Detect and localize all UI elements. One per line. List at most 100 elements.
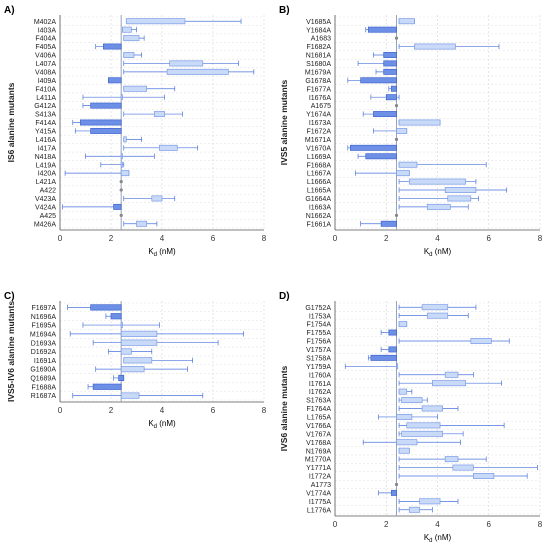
box xyxy=(391,489,397,496)
x-tick-label: 6 xyxy=(211,406,216,415)
category-label: A425 xyxy=(40,213,56,220)
category-label: N1662A xyxy=(306,213,332,220)
box xyxy=(123,85,148,92)
category-label: F1764A xyxy=(306,406,331,413)
category-label: F1695A xyxy=(31,323,56,330)
box xyxy=(444,371,459,378)
category-label: G1752A xyxy=(305,305,331,312)
category-label: Y415A xyxy=(35,129,56,136)
category-label: F1668A xyxy=(306,162,331,169)
category-label: I1761A xyxy=(309,381,332,388)
panel-label: B) xyxy=(279,5,290,16)
box xyxy=(122,26,132,33)
category-label: I403A xyxy=(38,27,57,34)
box xyxy=(123,136,127,143)
category-label: V1774A xyxy=(306,491,331,498)
box xyxy=(444,456,459,463)
box xyxy=(426,203,451,210)
x-axis-label-main: K xyxy=(424,247,430,256)
category-label: S413A xyxy=(35,112,56,119)
data-point xyxy=(119,179,123,184)
box xyxy=(426,312,449,319)
x-axis-label: Kd (nM) xyxy=(148,419,176,430)
box xyxy=(444,187,477,193)
data-point xyxy=(119,213,123,217)
box xyxy=(408,178,467,185)
y-axis-label: IVS5 alanine mutants xyxy=(279,79,289,165)
x-tick-label: 2 xyxy=(109,406,114,415)
box xyxy=(80,119,122,126)
box xyxy=(102,43,122,50)
box xyxy=(350,144,397,151)
box xyxy=(120,366,145,373)
box xyxy=(120,392,140,399)
box xyxy=(406,422,441,429)
box xyxy=(120,161,123,168)
category-label: L1665A xyxy=(307,188,331,195)
x-tick-label: 2 xyxy=(109,234,114,243)
category-label: G1664A xyxy=(305,196,331,203)
category-label: M1770A xyxy=(305,457,331,464)
category-label: F1755A xyxy=(306,330,331,337)
box xyxy=(388,346,397,353)
category-label: I1691A xyxy=(34,358,57,365)
category-label: Q1689A xyxy=(30,376,56,383)
category-label: Y1771A xyxy=(306,465,331,472)
box xyxy=(118,374,125,382)
box xyxy=(421,405,443,412)
panel-1: B) 0 2 4 6 8 Kd (nM) IVS5 alanine mutants V1685A… xyxy=(279,5,543,258)
box xyxy=(169,60,204,67)
box xyxy=(360,77,397,84)
box xyxy=(396,439,418,446)
x-axis-label: Kd (nM) xyxy=(424,247,452,258)
category-label: A1773 xyxy=(311,482,331,489)
box xyxy=(473,473,495,479)
box xyxy=(136,220,148,227)
x-tick-label: 6 xyxy=(211,234,216,243)
box xyxy=(123,52,135,58)
box xyxy=(166,68,229,75)
box xyxy=(408,506,420,513)
category-label: I1673A xyxy=(309,120,332,127)
data-point xyxy=(394,482,399,487)
box xyxy=(92,383,122,390)
category-label: I417A xyxy=(38,145,57,152)
x-axis-label-sub: d xyxy=(154,424,157,430)
x-axis-label-sub: d xyxy=(429,252,432,258)
x-axis-label-unit: (nM) xyxy=(157,419,176,428)
box xyxy=(90,304,122,311)
category-label: Y1684A xyxy=(306,27,331,34)
box xyxy=(373,111,397,118)
category-label: N1681A xyxy=(306,53,332,60)
box xyxy=(396,413,413,420)
category-label: I1775A xyxy=(309,499,332,506)
category-label: Y1674A xyxy=(306,112,331,119)
x-tick-label: 6 xyxy=(487,234,492,243)
box xyxy=(447,195,472,202)
x-axis-label-unit: (nM) xyxy=(433,533,452,542)
category-label: N1769A xyxy=(306,448,332,455)
category-label: G1678A xyxy=(305,78,331,85)
box xyxy=(398,119,441,126)
category-label: L411A xyxy=(36,95,56,102)
box xyxy=(414,43,456,50)
panel-label: D) xyxy=(279,291,290,302)
category-label: I409A xyxy=(38,78,57,85)
box xyxy=(151,195,163,202)
box xyxy=(125,18,186,25)
x-tick-label: 8 xyxy=(538,520,543,529)
x-tick-label: 0 xyxy=(58,406,63,415)
category-label: N418A xyxy=(35,154,57,161)
category-label: V408A xyxy=(35,69,56,76)
category-label: V1766A xyxy=(306,423,331,430)
box xyxy=(401,430,443,437)
box xyxy=(120,94,123,101)
category-label: F410A xyxy=(35,86,56,93)
category-label: A1675 xyxy=(311,103,331,110)
box xyxy=(398,388,408,395)
x-tick-label: 4 xyxy=(160,234,165,243)
category-label: F1672A xyxy=(306,129,331,136)
category-label: L1669A xyxy=(307,154,331,161)
box xyxy=(120,321,123,329)
category-label: L419A xyxy=(36,162,57,169)
